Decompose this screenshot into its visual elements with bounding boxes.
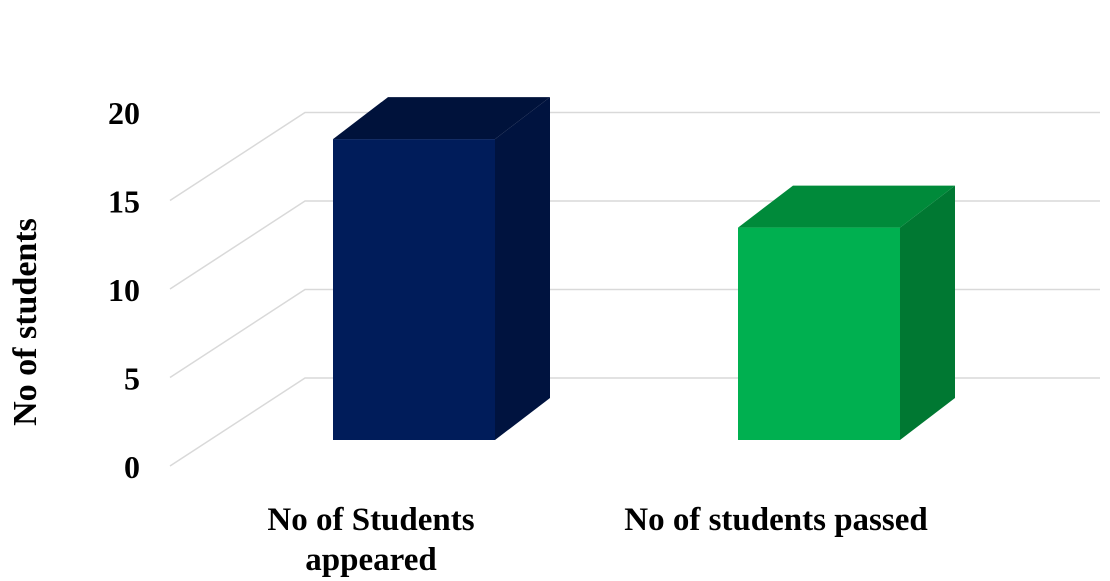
gridline: [169, 288, 1100, 379]
y-tick-label: 0: [124, 449, 140, 485]
bar-top: [333, 97, 550, 140]
gridline: [169, 200, 1100, 290]
bar-front: [738, 227, 900, 440]
bar: [333, 97, 550, 440]
x-category-label: No of students passed: [624, 502, 927, 538]
bar-top: [738, 185, 955, 228]
bar: [738, 185, 955, 440]
bar-front: [333, 139, 495, 440]
y-tick-label: 5: [124, 361, 140, 397]
x-category-label: No of Students appeared: [267, 502, 474, 578]
gridlines: [169, 111, 1100, 467]
gridline: [169, 111, 1100, 202]
bar-side: [495, 97, 550, 440]
bars: [333, 97, 955, 440]
y-axis-title: No of students: [7, 218, 44, 426]
x-axis-categories: No of Students appeared No of students pas…: [267, 502, 927, 578]
bar-side: [900, 185, 955, 440]
gridline: [169, 377, 1100, 467]
y-tick-label: 10: [108, 272, 140, 308]
y-axis-ticks: 0 5 10 15 20: [108, 95, 140, 485]
y-tick-label: 15: [108, 184, 140, 220]
y-tick-label: 20: [108, 95, 140, 131]
